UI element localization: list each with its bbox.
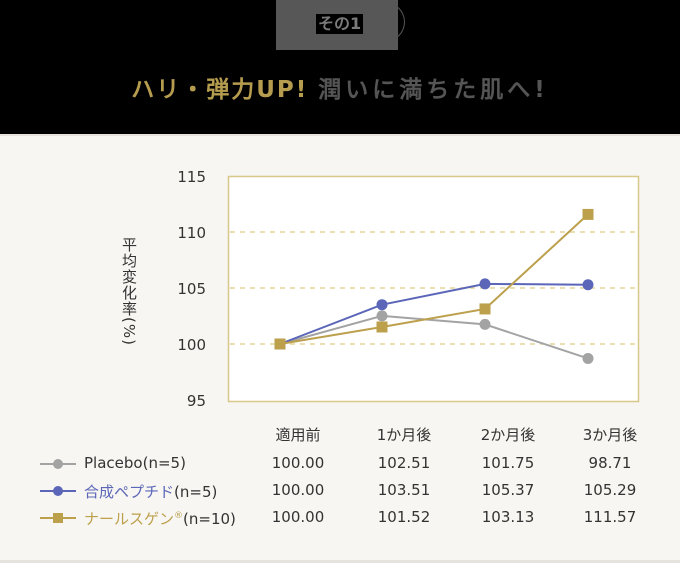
y-tick-label: 100 bbox=[177, 336, 206, 354]
sample-size: (n=10) bbox=[183, 510, 236, 528]
page-title: ハリ・弾力UP! 潤いに満ちた肌へ! bbox=[0, 70, 680, 104]
column-header: 3か月後 bbox=[582, 426, 638, 444]
legend-label: Placebo(n=5) bbox=[84, 454, 186, 472]
bottom-divider bbox=[0, 560, 680, 563]
data-point bbox=[376, 310, 388, 322]
data-point bbox=[479, 303, 491, 315]
series-line bbox=[274, 208, 594, 350]
table-cell: 111.57 bbox=[583, 508, 637, 526]
circle-marker-icon bbox=[40, 459, 76, 469]
table-cell: 100.00 bbox=[271, 481, 325, 499]
table-cell: 102.51 bbox=[377, 454, 431, 472]
plot-area bbox=[227, 175, 640, 403]
header-banner: その1 ハリ・弾力UP! 潤いに満ちた肌へ! bbox=[0, 0, 680, 134]
table-row-nars: ナールスゲン®(n=10) 100.00 101.52 103.13 111.5… bbox=[0, 506, 680, 530]
data-point bbox=[376, 321, 388, 333]
data-point bbox=[376, 299, 388, 311]
table-row-peptide: 合成ペプチド(n=5) 100.00 103.51 105.37 105.29 bbox=[0, 479, 680, 503]
table-cell: 101.75 bbox=[481, 454, 535, 472]
table-cell: 100.00 bbox=[271, 508, 325, 526]
data-point bbox=[582, 352, 594, 364]
header-divider bbox=[0, 134, 680, 136]
sample-size: (n=5) bbox=[142, 454, 186, 472]
y-axis-ticks: 115 110 105 100 95 bbox=[177, 168, 206, 410]
y-tick-label: 95 bbox=[187, 392, 206, 410]
legend-label: 合成ペプチド(n=5) bbox=[84, 481, 217, 502]
table-cell: 98.71 bbox=[588, 454, 632, 472]
gridlines bbox=[230, 231, 637, 345]
circle-marker-icon bbox=[40, 486, 76, 496]
table-cell: 103.51 bbox=[377, 481, 431, 499]
data-point bbox=[479, 318, 491, 330]
data-series bbox=[274, 208, 594, 364]
column-header: 2か月後 bbox=[480, 426, 536, 444]
table-cell: 103.13 bbox=[481, 508, 535, 526]
data-point bbox=[582, 279, 594, 291]
table-row-placebo: Placebo(n=5) 100.00 102.51 101.75 98.71 bbox=[0, 452, 680, 476]
registered-mark: ® bbox=[174, 511, 184, 521]
table-cell: 105.29 bbox=[583, 481, 637, 499]
badge-label: その1 bbox=[316, 14, 364, 34]
line-chart: 115 110 105 100 95 bbox=[177, 168, 640, 410]
data-point bbox=[274, 338, 286, 350]
data-point bbox=[582, 208, 594, 220]
y-tick-label: 105 bbox=[177, 280, 206, 298]
column-header: 適用前 bbox=[275, 426, 321, 444]
y-axis-label: 平均変化率(%) bbox=[120, 237, 138, 346]
series-name: ナールスゲン bbox=[84, 510, 175, 528]
section-badge: その1 bbox=[276, 0, 407, 50]
square-marker-icon bbox=[40, 513, 76, 523]
series-name: Placebo bbox=[84, 454, 143, 472]
table-cell: 100.00 bbox=[271, 454, 325, 472]
series-name: 合成ペプチド bbox=[84, 483, 175, 501]
y-tick-label: 115 bbox=[177, 168, 206, 186]
table-cell: 105.37 bbox=[481, 481, 535, 499]
title-subtext: 潤いに満ちた肌へ! bbox=[318, 77, 549, 103]
legend-label: ナールスゲン®(n=10) bbox=[84, 508, 236, 529]
data-point bbox=[479, 278, 491, 290]
sample-size: (n=5) bbox=[174, 483, 218, 501]
y-tick-label: 110 bbox=[177, 224, 206, 242]
title-highlight: ハリ・弾力UP! bbox=[131, 77, 309, 103]
column-header: 1か月後 bbox=[376, 426, 432, 444]
table-cell: 101.52 bbox=[377, 508, 431, 526]
badge-outline bbox=[276, 2, 405, 42]
